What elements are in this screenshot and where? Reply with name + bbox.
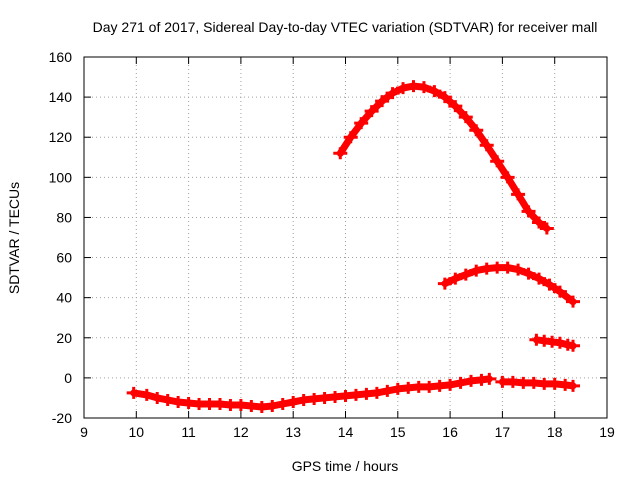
data-point	[443, 378, 458, 391]
y-tick-label: 160	[49, 49, 73, 65]
data-point	[416, 81, 431, 94]
x-tick-label: 13	[285, 424, 301, 440]
series-arc-short	[529, 333, 581, 352]
chart-title: Day 271 of 2017, Sidereal Day-to-day VTE…	[93, 19, 598, 35]
data-point	[275, 397, 290, 410]
data-point	[500, 261, 515, 274]
data-point	[375, 95, 390, 108]
grid	[84, 57, 607, 418]
x-tick-label: 10	[129, 424, 145, 440]
data-point	[469, 264, 484, 277]
y-tick-label: 140	[49, 89, 73, 105]
data-point	[511, 188, 526, 201]
data-point	[343, 131, 358, 144]
data-point	[139, 388, 154, 401]
y-tick-label: 20	[56, 330, 72, 346]
data-point	[521, 267, 536, 280]
data-point	[552, 285, 567, 298]
data-point	[539, 222, 554, 235]
x-tick-label: 17	[495, 424, 511, 440]
data-point	[521, 205, 536, 218]
data-point	[369, 386, 384, 399]
series-arc-mid	[437, 261, 581, 308]
x-tick-label: 9	[80, 424, 88, 440]
data-point	[532, 272, 547, 285]
y-tick-label: 120	[49, 129, 73, 145]
y-axis-title: SDTVAR / TECUs	[6, 182, 22, 294]
data-point	[265, 399, 280, 412]
x-axis-title: GPS time / hours	[292, 458, 399, 474]
data-series	[126, 80, 581, 413]
data-point	[552, 336, 567, 349]
data-point	[437, 277, 452, 290]
axis-ticks: 9 10 11 12 13 14 15 16 17 18 19 -20 0 20 40 60 80 100 120 1…	[49, 49, 615, 440]
x-tick-label: 18	[547, 424, 563, 440]
data-point	[490, 155, 505, 168]
data-point	[427, 85, 442, 98]
data-point	[126, 386, 141, 399]
y-tick-label: 60	[56, 250, 72, 266]
x-tick-label: 16	[442, 424, 458, 440]
data-point	[380, 384, 395, 397]
y-tick-label: -20	[52, 410, 72, 426]
data-point	[286, 395, 301, 408]
x-tick-label: 14	[338, 424, 354, 440]
data-point	[160, 393, 175, 406]
data-point	[453, 376, 468, 389]
data-point	[458, 111, 473, 124]
data-point	[500, 171, 515, 184]
data-point	[333, 147, 348, 160]
data-point	[364, 105, 379, 118]
y-tick-label: 40	[56, 290, 72, 306]
y-tick-label: 0	[64, 370, 72, 386]
data-point	[532, 216, 547, 229]
data-point	[354, 117, 369, 130]
x-tick-label: 15	[390, 424, 406, 440]
data-point	[448, 100, 463, 113]
data-point	[458, 268, 473, 281]
data-point	[566, 339, 581, 352]
data-point	[479, 139, 494, 152]
data-point	[542, 278, 557, 291]
series-arc-high	[333, 80, 554, 235]
data-point	[385, 87, 400, 100]
data-point	[469, 124, 484, 137]
y-tick-label: 80	[56, 209, 72, 225]
data-point	[511, 263, 526, 276]
data-point	[437, 91, 452, 104]
x-tick-label: 11	[181, 424, 196, 440]
data-point	[482, 372, 497, 385]
data-point	[448, 272, 463, 285]
x-tick-label: 19	[599, 424, 615, 440]
y-tick-label: 100	[49, 169, 73, 185]
data-point	[566, 379, 581, 392]
data-point	[150, 391, 165, 404]
series-arc-low-tail	[495, 375, 581, 392]
series-arc-low	[126, 372, 497, 413]
data-point	[566, 295, 581, 308]
x-tick-label: 12	[233, 424, 249, 440]
data-point	[396, 82, 411, 95]
